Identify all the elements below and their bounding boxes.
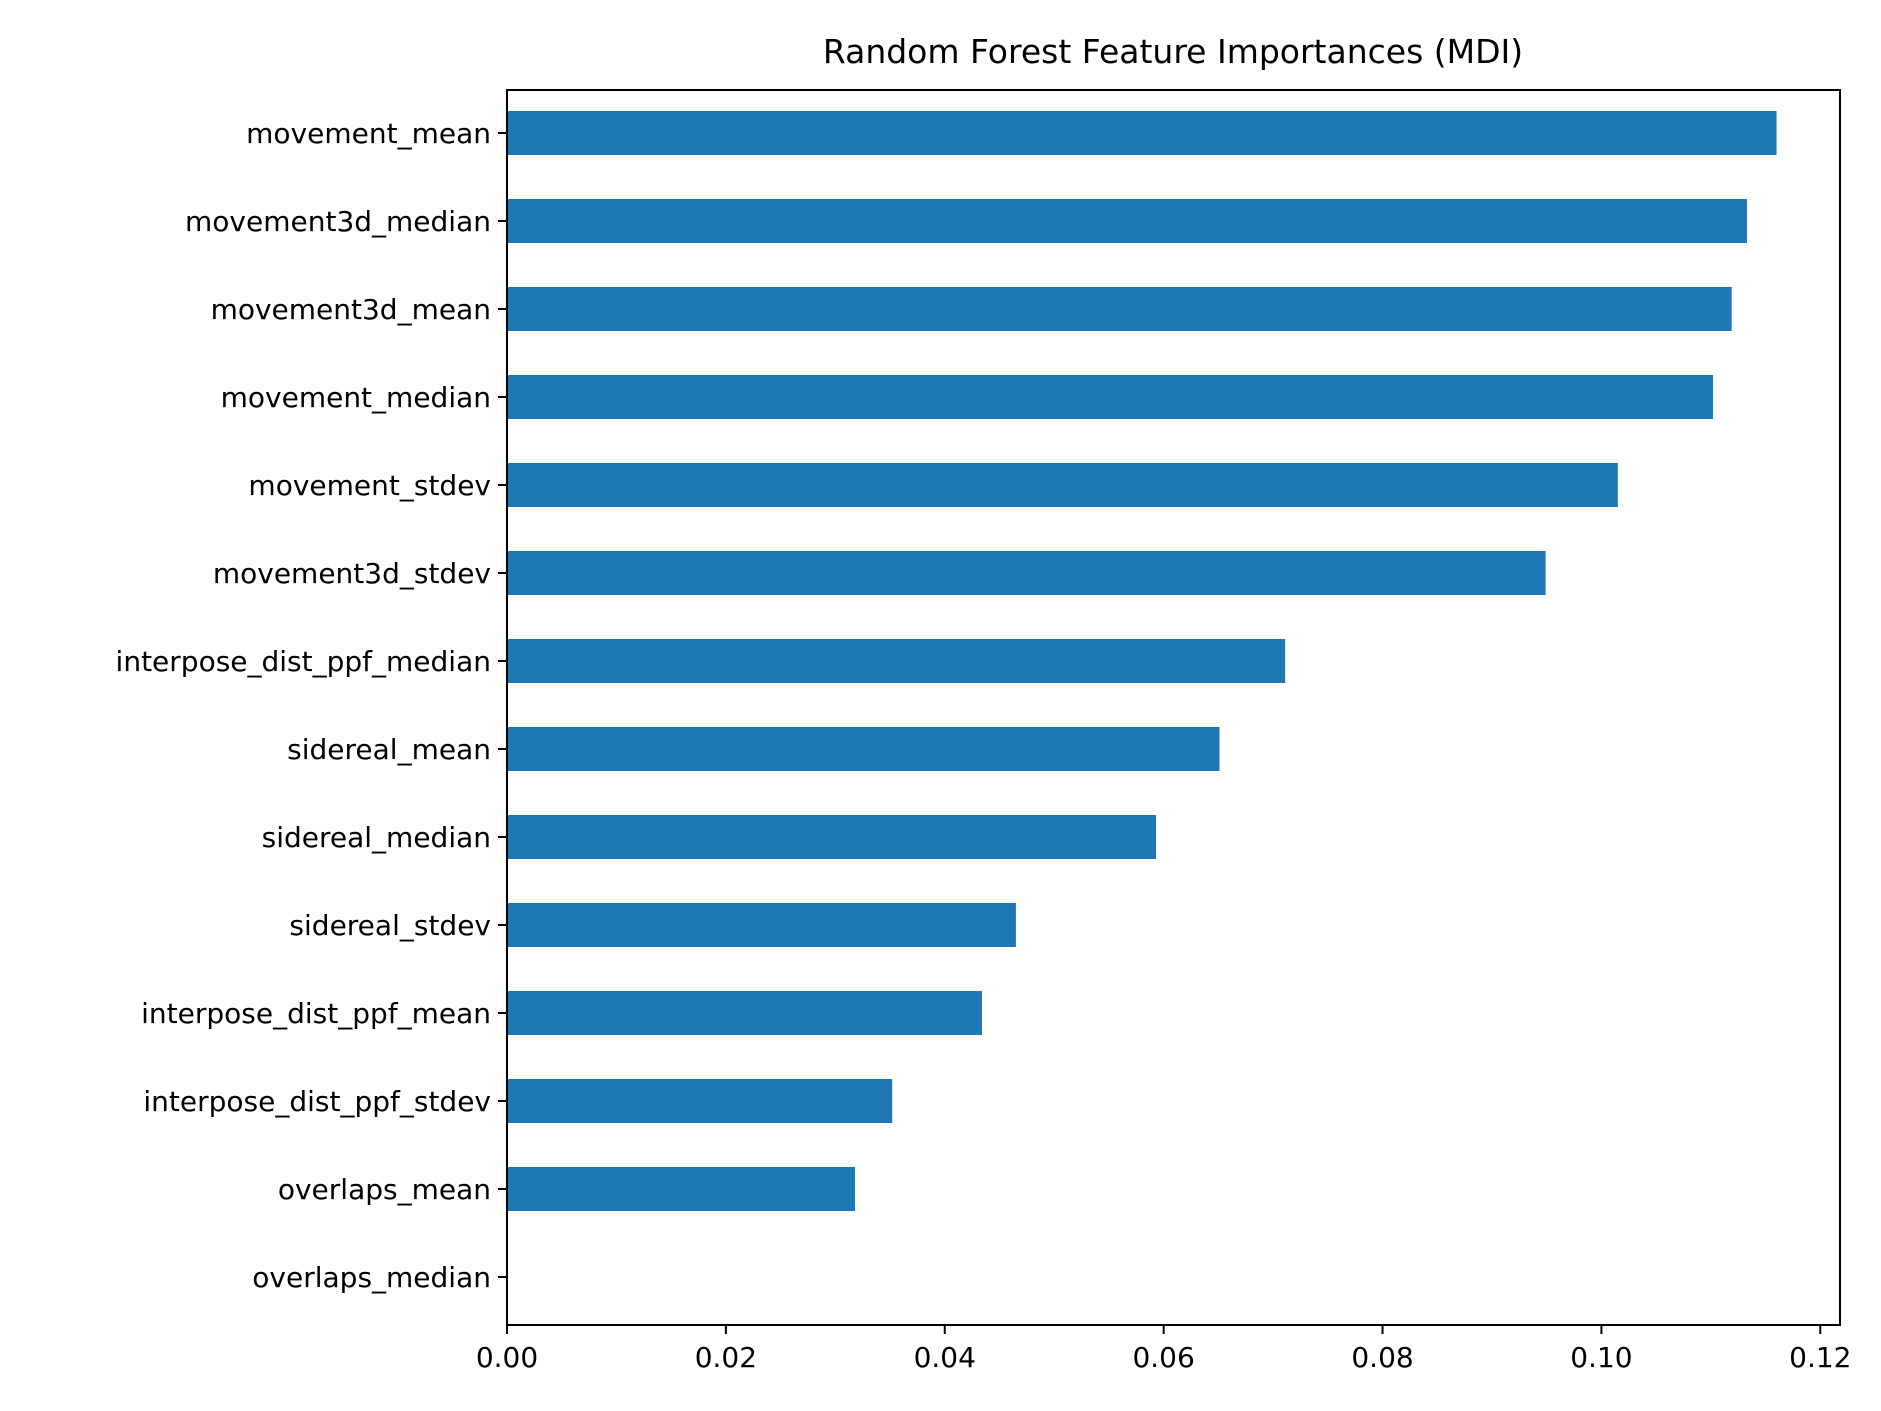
bar-movement3d-median xyxy=(507,199,1747,243)
y-tick-label: overlaps_mean xyxy=(278,1173,491,1206)
bar-interpose-dist-ppf-mean xyxy=(507,991,982,1035)
bar-interpose-dist-ppf-stdev xyxy=(507,1079,893,1123)
y-tick-label: movement_median xyxy=(221,381,491,414)
bar-sidereal-median xyxy=(507,815,1156,859)
y-axis: movement_mean movement3d_median movement3d… xyxy=(116,117,507,1294)
bar-movement3d-mean xyxy=(507,287,1732,331)
y-tick-label: movement3d_mean xyxy=(211,293,491,326)
chart-title: Random Forest Feature Importances (MDI) xyxy=(823,32,1523,71)
bar-sidereal-mean xyxy=(507,727,1220,771)
bar-overlaps-mean xyxy=(507,1167,856,1211)
x-tick-label: 0.04 xyxy=(914,1341,976,1374)
y-tick-label: movement3d_median xyxy=(185,205,491,238)
y-tick-label: interpose_dist_ppf_stdev xyxy=(143,1085,491,1118)
plot-frame xyxy=(506,89,1841,1326)
bar-interpose-dist-ppf-median xyxy=(507,639,1286,683)
bar-movement-stdev xyxy=(507,463,1618,507)
y-tick-label: movement_stdev xyxy=(248,469,491,502)
bar-movement3d-stdev xyxy=(507,551,1546,595)
y-tick-label: sidereal_median xyxy=(262,821,491,854)
x-tick-label: 0.12 xyxy=(1789,1341,1851,1374)
y-tick-label: overlaps_median xyxy=(252,1261,491,1294)
y-tick-label: interpose_dist_ppf_median xyxy=(116,645,491,678)
x-tick-label: 0.00 xyxy=(476,1341,538,1374)
y-tick-label: sidereal_mean xyxy=(287,733,491,766)
x-tick-label: 0.08 xyxy=(1351,1341,1413,1374)
bars-group xyxy=(507,111,1777,1211)
x-tick-label: 0.10 xyxy=(1570,1341,1632,1374)
x-tick-label: 0.06 xyxy=(1132,1341,1194,1374)
y-tick-label: sidereal_stdev xyxy=(289,909,491,942)
bar-movement-mean xyxy=(507,111,1777,155)
x-axis: 0.00 0.02 0.04 0.06 0.08 0.10 0.12 xyxy=(476,1325,1851,1374)
y-tick-label: interpose_dist_ppf_mean xyxy=(141,997,491,1030)
y-tick-label: movement_mean xyxy=(246,117,491,150)
bar-movement-median xyxy=(507,375,1714,419)
y-tick-label: movement3d_stdev xyxy=(213,557,491,590)
x-tick-label: 0.02 xyxy=(695,1341,757,1374)
bar-sidereal-stdev xyxy=(507,903,1016,947)
